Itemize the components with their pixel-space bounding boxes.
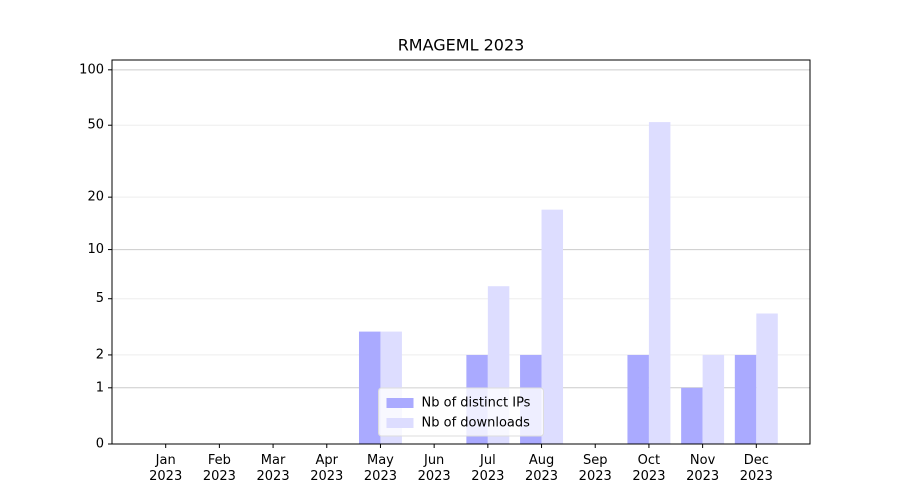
y-tick-label: 0 <box>96 437 104 452</box>
x-tick-label: Jan 2023 <box>149 453 183 484</box>
legend-label: Nb of downloads <box>422 416 531 431</box>
y-tick-label: 5 <box>96 291 104 306</box>
bar <box>734 354 757 444</box>
x-tick-label: Sep 2023 <box>578 453 612 484</box>
bar <box>756 313 778 444</box>
bar <box>358 331 381 444</box>
y-tick-label: 50 <box>87 118 104 133</box>
bar <box>648 122 671 444</box>
legend-swatch <box>386 418 414 428</box>
legend-box <box>378 387 544 437</box>
bar <box>627 354 649 444</box>
x-tick-label: Mar 2023 <box>256 453 290 484</box>
x-tick-label: Aug 2023 <box>524 453 559 484</box>
x-tick-label: Jul 2023 <box>471 453 505 484</box>
x-tick-label: May 2023 <box>363 453 397 484</box>
chart-title: RMAGEML 2023 <box>398 36 525 55</box>
x-tick-label: Dec 2023 <box>739 453 773 484</box>
y-tick-label: 20 <box>87 190 104 205</box>
x-tick-label: Nov 2023 <box>686 453 720 484</box>
y-tick-label: 2 <box>96 347 104 362</box>
y-tick-label: 10 <box>87 242 104 257</box>
x-tick-label: Jun 2023 <box>417 453 451 484</box>
legend-swatch <box>386 398 414 408</box>
y-tick-label: 100 <box>79 62 104 77</box>
axes-frame <box>111 59 811 445</box>
x-tick-label: Oct 2023 <box>632 453 666 484</box>
legend-label: Nb of distinct IPs <box>422 396 531 411</box>
x-tick-label: Feb 2023 <box>202 453 236 484</box>
x-tick-label: Apr 2023 <box>310 453 344 484</box>
y-tick-label: 1 <box>96 380 104 395</box>
bar <box>702 354 725 444</box>
bar <box>541 209 564 444</box>
bar <box>681 387 703 444</box>
